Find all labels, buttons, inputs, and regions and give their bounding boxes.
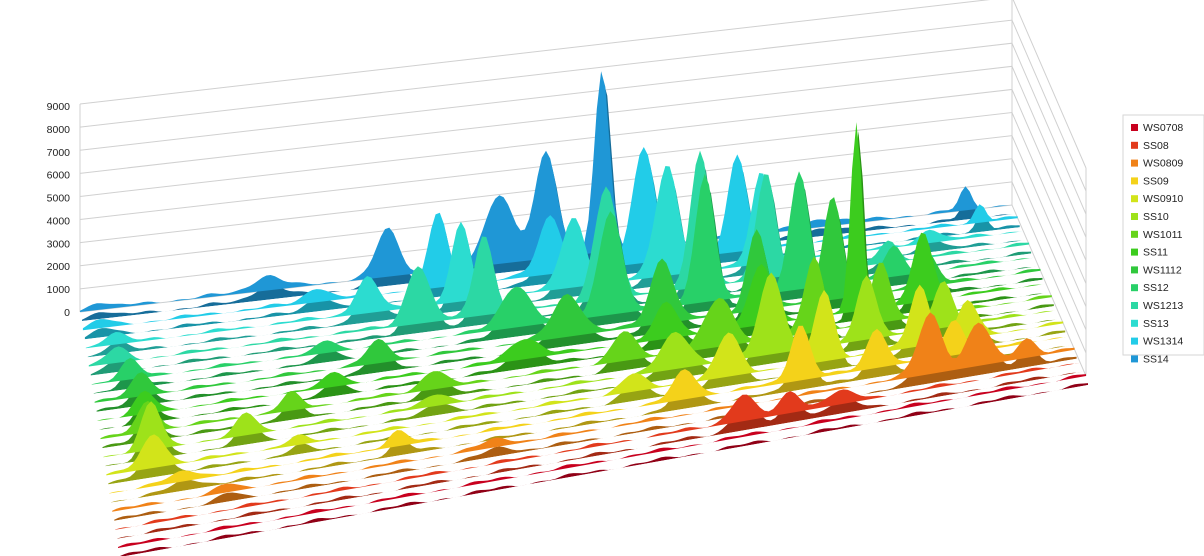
series-ribbon <box>112 312 1077 523</box>
legend-swatch <box>1131 141 1138 149</box>
legend-swatch <box>1131 302 1138 309</box>
legend-swatch <box>1131 355 1138 363</box>
gridline <box>79 0 1087 169</box>
legend-swatch <box>1131 337 1138 345</box>
series-ribbon <box>106 284 1066 487</box>
y-tick-label: 0 <box>64 307 70 319</box>
ribbon-top <box>112 312 1075 512</box>
y-tick-label: 1000 <box>47 284 71 296</box>
y-tick-label: 9000 <box>47 101 71 113</box>
legend-swatch <box>1131 124 1138 131</box>
ribbon-top <box>109 320 1069 494</box>
legend-swatch <box>1131 159 1138 167</box>
legend-swatch <box>1131 266 1138 274</box>
legend-label: WS1011 <box>1143 229 1183 241</box>
y-tick-label: 6000 <box>47 170 71 182</box>
legend-label: WS0708 <box>1143 122 1183 134</box>
legend-swatch <box>1131 213 1138 220</box>
y-tick-label: 2000 <box>47 261 71 273</box>
ribbon-top <box>106 284 1064 476</box>
ribbon-base <box>116 371 1083 541</box>
legend-label: SS13 <box>1143 318 1169 330</box>
legend-label: SS14 <box>1143 353 1169 365</box>
ribbon-top <box>94 197 1041 403</box>
legend-label: WS0809 <box>1143 158 1183 170</box>
ribbon-top <box>91 171 1035 385</box>
legend-label: SS11 <box>1143 247 1168 259</box>
ribbon-top <box>82 147 1018 331</box>
ribbon-top <box>118 374 1086 548</box>
ribbon-base <box>114 358 1077 523</box>
y-tick-label: 4000 <box>47 215 71 227</box>
ribbon-top <box>115 362 1081 530</box>
ribbon-top <box>80 71 1012 312</box>
legend-label: SS10 <box>1143 211 1169 223</box>
y-tick-label: 5000 <box>47 193 71 205</box>
legend-swatch <box>1131 230 1138 238</box>
legend-label: SS08 <box>1143 140 1169 152</box>
legend-swatch <box>1131 177 1138 185</box>
legend-label: SS09 <box>1143 175 1169 187</box>
y-tick-label: 3000 <box>47 238 71 250</box>
ribbon-top <box>97 122 1047 421</box>
legend-swatch <box>1131 319 1138 327</box>
legend-label: WS1314 <box>1143 336 1183 348</box>
ribbon-base <box>125 385 1089 556</box>
legend-label: WS1112 <box>1143 264 1182 276</box>
ribbon-base <box>108 332 1066 487</box>
legend-swatch <box>1131 284 1138 292</box>
legend-label: WS1213 <box>1143 300 1183 312</box>
y-tick-label: 7000 <box>47 147 71 159</box>
legend-label: WS0910 <box>1143 193 1183 205</box>
legend-swatch <box>1131 248 1138 256</box>
chart-ribbons <box>80 71 1089 556</box>
series-ribbon <box>115 362 1083 541</box>
ribbon-side <box>111 329 1071 503</box>
legend-label: SS12 <box>1143 282 1169 294</box>
ribbon-top <box>100 256 1052 440</box>
ribbon-side <box>120 383 1088 556</box>
legend: WS0708 SS08 WS0809 SS09 WS0910 SS10 WS1011 SS11… <box>1122 114 1204 365</box>
series-ribbon <box>118 374 1089 556</box>
y-axis: 0 1000 2000 3000 4000 5000 6000 7000 8000 9000 <box>47 101 71 319</box>
legend-swatch <box>1131 195 1138 203</box>
y-tick-label: 8000 <box>47 124 71 136</box>
